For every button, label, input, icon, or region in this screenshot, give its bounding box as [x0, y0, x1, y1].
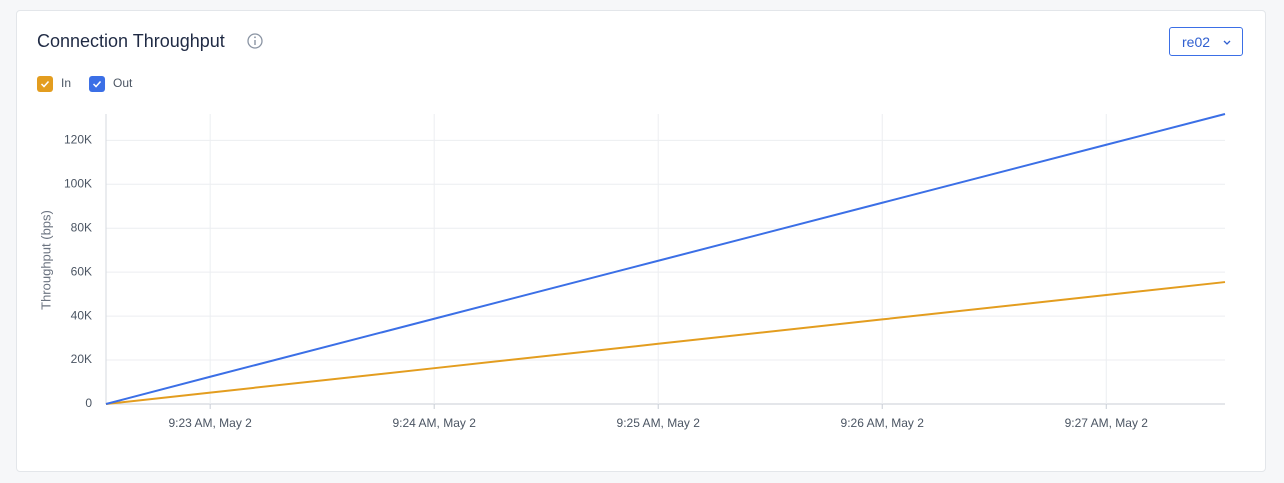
legend-item[interactable]: Out [89, 76, 133, 92]
series-line [105, 113, 1226, 405]
y-tick-label: 60K [71, 264, 92, 278]
card [16, 10, 1266, 472]
y-tick-label: 20K [71, 352, 92, 366]
y-axis-label: Throughput (bps) [38, 210, 53, 310]
legend-checkbox [37, 76, 53, 92]
x-tick-label: 9:27 AM, May 2 [1064, 416, 1148, 430]
info-icon[interactable] [247, 33, 263, 49]
legend-item[interactable]: In [37, 76, 71, 92]
legend-label: In [61, 76, 71, 90]
y-tick-label: 40K [71, 308, 92, 322]
x-tick-label: 9:26 AM, May 2 [840, 416, 924, 430]
chevron [1223, 40, 1231, 45]
selector-text: re02 [1182, 33, 1211, 50]
x-tick-label: 9:24 AM, May 2 [392, 416, 476, 430]
y-tick-label: 100K [64, 176, 92, 190]
title: Connection Throughput [37, 31, 225, 51]
checkmark [40, 80, 50, 88]
y-tick-label: 120K [64, 133, 92, 147]
selector-dropdown[interactable]: re02 [1169, 27, 1243, 56]
y-tick-label: 80K [71, 220, 92, 234]
legend-label: Out [113, 76, 133, 90]
checkmark [92, 80, 102, 88]
x-tick-label: 9:23 AM, May 2 [168, 416, 252, 430]
y-tick-label: 0 [85, 396, 92, 410]
series-line [105, 281, 1226, 405]
x-tick-label: 9:25 AM, May 2 [616, 416, 700, 430]
legend-checkbox [89, 76, 106, 92]
